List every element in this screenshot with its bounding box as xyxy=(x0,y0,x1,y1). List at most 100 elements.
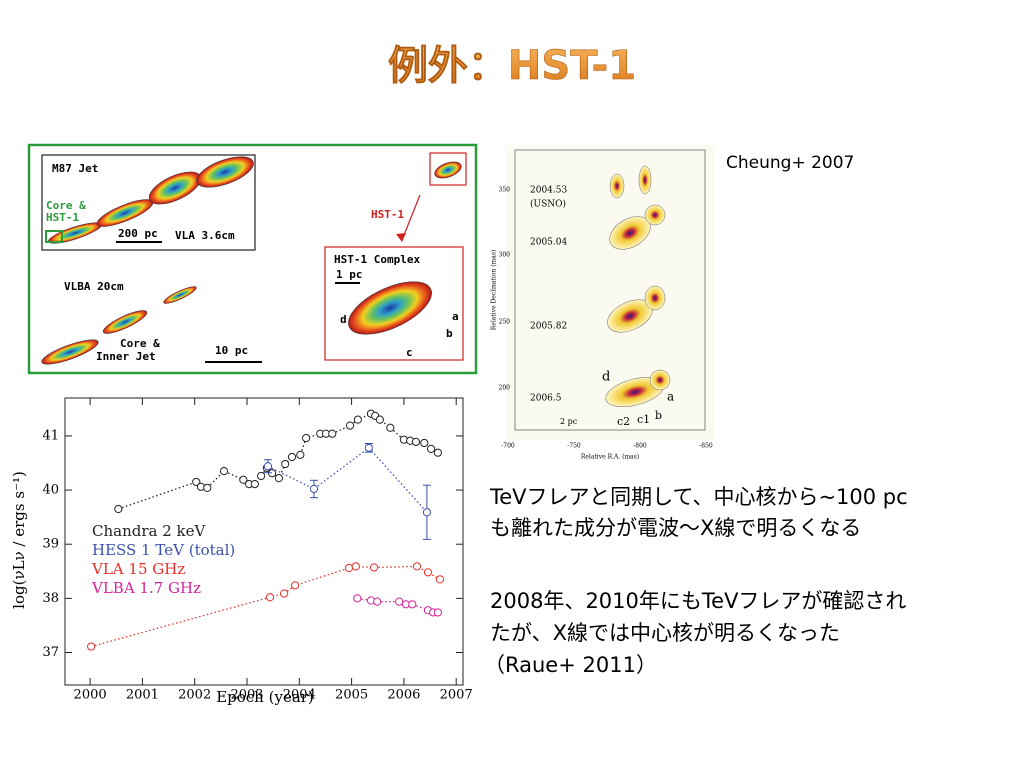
point xyxy=(302,433,311,443)
point xyxy=(281,459,290,469)
jet-image: M87 Jet Core & HST-1 200 pc VLA 3.6cm HS… xyxy=(27,143,478,375)
point xyxy=(395,597,404,606)
citation: Cheung+ 2007 xyxy=(726,153,854,173)
point xyxy=(433,448,442,457)
tick-label: -800 xyxy=(633,443,647,450)
label: 10 pc xyxy=(215,344,248,357)
x-tick-label: 2003 xyxy=(230,688,263,703)
x-tick-label: 2007 xyxy=(440,688,473,703)
panel-frame xyxy=(27,143,478,375)
label: c xyxy=(406,346,413,359)
axis-label: Relative R.A. (mas) xyxy=(581,454,639,461)
point xyxy=(239,475,248,484)
point xyxy=(412,562,422,571)
point xyxy=(274,474,284,483)
label: Core & xyxy=(46,199,86,212)
epoch: 2004.53 xyxy=(530,186,567,196)
y-tick-label: 41 xyxy=(42,428,59,443)
epoch: 2005.04 xyxy=(530,238,567,248)
x-tick-label: 2000 xyxy=(74,688,107,703)
tick-label: 350 xyxy=(499,187,511,194)
plot-frame xyxy=(64,397,464,686)
body-text: たが、X線では中心核が明るくなった xyxy=(490,621,840,645)
y-axis-label: log(νLν / ergs s⁻¹) xyxy=(10,471,28,609)
tick-label: 300 xyxy=(499,252,511,259)
body-text: TeVフレアと同期して、中心核から~100 pc xyxy=(489,485,908,509)
y-tick-label: 40 xyxy=(42,483,59,498)
label: b xyxy=(655,409,662,422)
point xyxy=(426,444,436,454)
label: VLA 3.6cm xyxy=(175,229,235,242)
x-tick-label: 2005 xyxy=(335,688,368,703)
tick-label: -700 xyxy=(501,443,515,450)
point xyxy=(375,415,384,424)
vlbi-contours xyxy=(605,165,671,408)
x-tick-label: 2002 xyxy=(178,688,211,703)
label: 2 pc xyxy=(560,417,578,426)
label: a xyxy=(667,390,674,404)
point xyxy=(353,594,362,603)
point xyxy=(268,469,277,478)
point xyxy=(328,429,337,438)
point xyxy=(296,450,305,459)
point xyxy=(257,471,266,481)
tick-label: -850 xyxy=(699,443,713,450)
point xyxy=(420,438,429,448)
hst-box xyxy=(429,152,467,186)
legend-entry: HESS 1 TeV (total) xyxy=(92,541,235,559)
y-tick-label: 38 xyxy=(42,591,59,606)
x-axis-label: Epoch (year) xyxy=(216,688,314,706)
label: 1 pc xyxy=(336,268,363,281)
point xyxy=(433,608,442,617)
point xyxy=(351,562,360,571)
label: VLBA 20cm xyxy=(64,280,124,293)
arrow xyxy=(401,194,421,241)
label: d xyxy=(602,370,610,385)
point xyxy=(386,423,395,432)
point xyxy=(192,477,201,487)
point xyxy=(423,568,433,577)
label: c2 xyxy=(617,415,630,428)
vlbi-image: 2004.53 (USNO) 2005.04 2005.82 2006.5 2 … xyxy=(491,145,715,461)
body-text: （Raue+ 2011） xyxy=(484,653,657,677)
point xyxy=(280,589,289,598)
x-tick-label: 2006 xyxy=(387,688,420,703)
body-text: も離れた成分が電波～X線で明るくなる xyxy=(490,516,861,540)
point xyxy=(422,508,432,517)
point xyxy=(250,480,259,489)
series-line xyxy=(90,565,441,648)
slide-title: 例外：HST-1 xyxy=(388,43,636,89)
inset-frame xyxy=(41,154,256,251)
label: Inner Jet xyxy=(96,350,156,363)
label: d xyxy=(340,313,347,326)
epoch: 2005.82 xyxy=(530,322,567,332)
point xyxy=(263,462,273,471)
axis-label: Relative Declination (mas) xyxy=(491,250,498,330)
point xyxy=(345,421,355,430)
y-tick-label: 39 xyxy=(42,537,59,552)
label: 200 pc xyxy=(118,227,158,240)
x-tick-label: 2001 xyxy=(126,688,159,703)
label: HST-1 Complex xyxy=(334,253,420,266)
complex-frame xyxy=(324,246,464,361)
point xyxy=(309,484,319,494)
legend-entry: VLBA 1.7 GHz xyxy=(91,579,201,597)
point xyxy=(353,415,362,424)
point xyxy=(287,452,297,462)
point xyxy=(435,575,445,584)
point xyxy=(373,597,382,606)
point xyxy=(411,437,421,446)
label: a xyxy=(452,310,459,323)
label: HST-1 xyxy=(371,208,404,221)
point xyxy=(203,483,212,492)
arrow-head xyxy=(396,233,406,242)
label: c1 xyxy=(637,413,650,426)
jet-contours xyxy=(41,156,462,365)
point xyxy=(369,563,379,572)
legend-entry: VLA 15 GHz xyxy=(91,560,185,578)
point xyxy=(265,593,275,602)
point xyxy=(114,504,123,514)
core-box xyxy=(45,230,63,243)
point xyxy=(408,600,417,609)
